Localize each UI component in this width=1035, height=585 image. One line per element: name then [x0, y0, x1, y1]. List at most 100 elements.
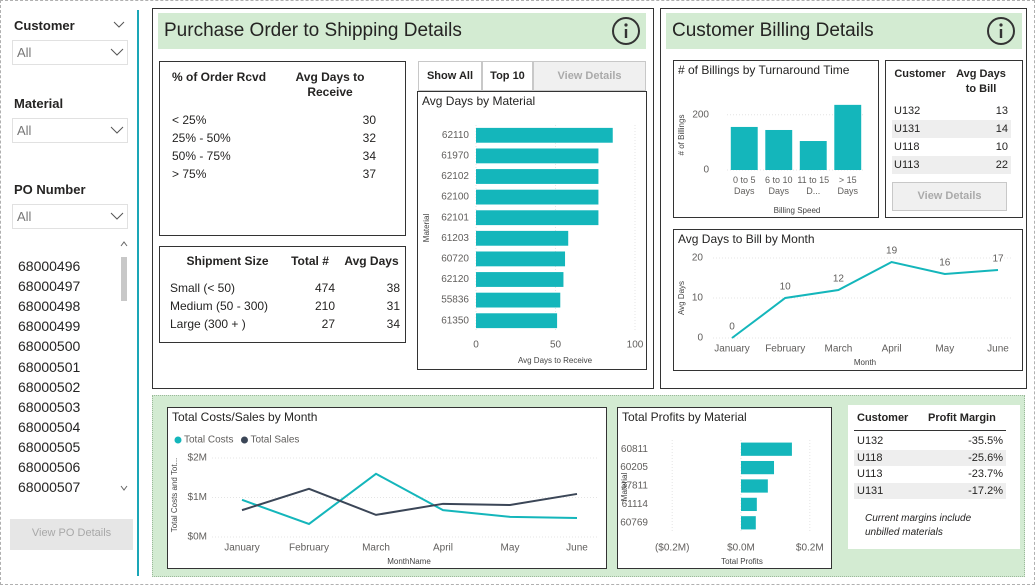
- po-number-item[interactable]: 68000503: [18, 398, 81, 415]
- table-cell: 37: [362, 167, 376, 181]
- table-cell: < 25%: [172, 113, 207, 127]
- divider: [137, 10, 139, 576]
- table-note: Current margins include unbilled materia…: [865, 513, 972, 538]
- legend-label: Total Sales: [250, 435, 299, 446]
- button[interactable]: View Details: [892, 182, 1007, 211]
- y-tick-label: 60811: [621, 444, 649, 455]
- button[interactable]: View Details: [533, 61, 646, 91]
- po-number-item[interactable]: 68000507: [18, 479, 81, 496]
- bar: [730, 126, 758, 170]
- po-number-item[interactable]: 68000497: [18, 278, 81, 295]
- x-tick-label: March: [362, 543, 390, 554]
- button[interactable]: View PO Details: [10, 519, 133, 550]
- y-tick-label: 62120: [441, 274, 469, 285]
- row-shade: [892, 120, 1011, 138]
- table-cell: -35.5%: [968, 435, 1003, 447]
- bar: [741, 497, 757, 512]
- chart-title: Total Costs/Sales by Month: [172, 410, 317, 424]
- table-cell: 10: [995, 141, 1008, 153]
- x-tick-label: June: [566, 543, 588, 554]
- chevron[interactable]: [113, 21, 125, 29]
- bar: [476, 210, 599, 226]
- chevron[interactable]: [110, 211, 124, 221]
- data-label: 10: [780, 282, 792, 293]
- chart-title: # of Billings by Turnaround Time: [678, 63, 850, 77]
- po-number-item[interactable]: 68000502: [18, 378, 81, 395]
- po-number-item[interactable]: 68000506: [18, 459, 81, 475]
- table-cell: 27: [321, 317, 335, 331]
- po-number-item[interactable]: 68000500: [18, 338, 81, 355]
- series-line: [241, 472, 578, 526]
- y-tick-label: 62100: [441, 192, 469, 203]
- po-number-item[interactable]: 68000499: [18, 318, 81, 335]
- table-cell: -25.6%: [968, 451, 1003, 464]
- po-number-item[interactable]: 68000501: [18, 358, 81, 375]
- axis-title: Total Profits: [721, 557, 763, 566]
- chevron[interactable]: [110, 47, 124, 57]
- table-cell: Medium (50 - 300): [170, 299, 269, 313]
- column-header: Total #: [291, 254, 329, 268]
- table-cell: 474: [314, 281, 335, 295]
- bar: [799, 141, 827, 170]
- x-tick-label: 50: [550, 340, 562, 351]
- slicer-dropdown[interactable]: All: [12, 204, 128, 229]
- table-cell: U118: [857, 451, 883, 464]
- button[interactable]: Show All: [418, 61, 482, 91]
- info-icon[interactable]: [611, 16, 641, 46]
- table-cell: -17.2%: [968, 484, 1003, 497]
- x-tick-label: May: [501, 543, 520, 554]
- table-cell: U118: [894, 141, 920, 153]
- table-cell: 25% - 50%: [172, 131, 231, 145]
- x-tick-label: 11 to 15 D...: [797, 175, 830, 196]
- table-card: % of Order Rcvd Avg Days to Receive < 25% 3…: [159, 61, 406, 236]
- bar: [476, 148, 599, 164]
- bar: [476, 189, 599, 205]
- y-tick-label: $2M: [188, 453, 207, 464]
- table-cell: U131: [857, 484, 884, 497]
- button[interactable]: Top 10: [482, 61, 533, 91]
- table-cell: U131: [894, 123, 921, 135]
- row-shade: [854, 482, 1006, 499]
- x-tick-label: February: [289, 543, 329, 554]
- column-header: % of Order Rcvd: [172, 70, 267, 84]
- scroll-arrows[interactable]: [119, 238, 129, 494]
- x-tick-label: $0.0M: [727, 543, 755, 554]
- x-tick-label: May: [935, 344, 954, 355]
- x-tick-label: January: [714, 344, 750, 355]
- table-cell: U132: [857, 435, 884, 447]
- y-tick-label: $1M: [188, 492, 207, 503]
- po-number-item[interactable]: 68000496: [18, 258, 81, 274]
- bar: [476, 292, 561, 308]
- table-cell: 30: [362, 113, 376, 127]
- y-tick-label: 61114: [622, 499, 649, 510]
- slicer-label: Material: [14, 96, 64, 111]
- y-tick-label: 62102: [441, 171, 469, 182]
- column-header: Customer: [857, 412, 909, 424]
- table-cell: 34: [386, 317, 400, 331]
- po-number-item[interactable]: 68000504: [18, 418, 81, 435]
- slicer-label: PO Number: [14, 182, 86, 197]
- chevron-line: [110, 48, 124, 56]
- chart-card: [617, 407, 832, 569]
- po-number-item[interactable]: 68000505: [18, 438, 81, 455]
- bar: [741, 442, 792, 456]
- bar: [476, 230, 569, 246]
- scrollbar-thumb[interactable]: [121, 257, 127, 301]
- axis-title: Total Costs and Tot...: [170, 458, 179, 533]
- x-tick-label: $0.2M: [796, 543, 824, 554]
- panel-title: Customer Billing Details: [672, 20, 874, 41]
- legend-label: Total Costs: [184, 435, 233, 446]
- x-tick-label: March: [825, 344, 853, 355]
- x-tick-label: June: [987, 344, 1009, 355]
- column-header: Avg Days to Receive: [295, 70, 365, 99]
- chevron[interactable]: [110, 125, 124, 135]
- panel-header: Customer Billing Details: [666, 13, 1022, 49]
- table-cell: 31: [386, 299, 400, 313]
- slicer-dropdown[interactable]: All: [12, 40, 128, 65]
- info-icon[interactable]: [986, 16, 1016, 46]
- axis-title: Material: [620, 473, 629, 502]
- bar: [476, 127, 613, 143]
- po-number-item[interactable]: 68000498: [18, 298, 81, 315]
- chevron-line: [110, 126, 124, 134]
- slicer-dropdown[interactable]: All: [12, 118, 128, 143]
